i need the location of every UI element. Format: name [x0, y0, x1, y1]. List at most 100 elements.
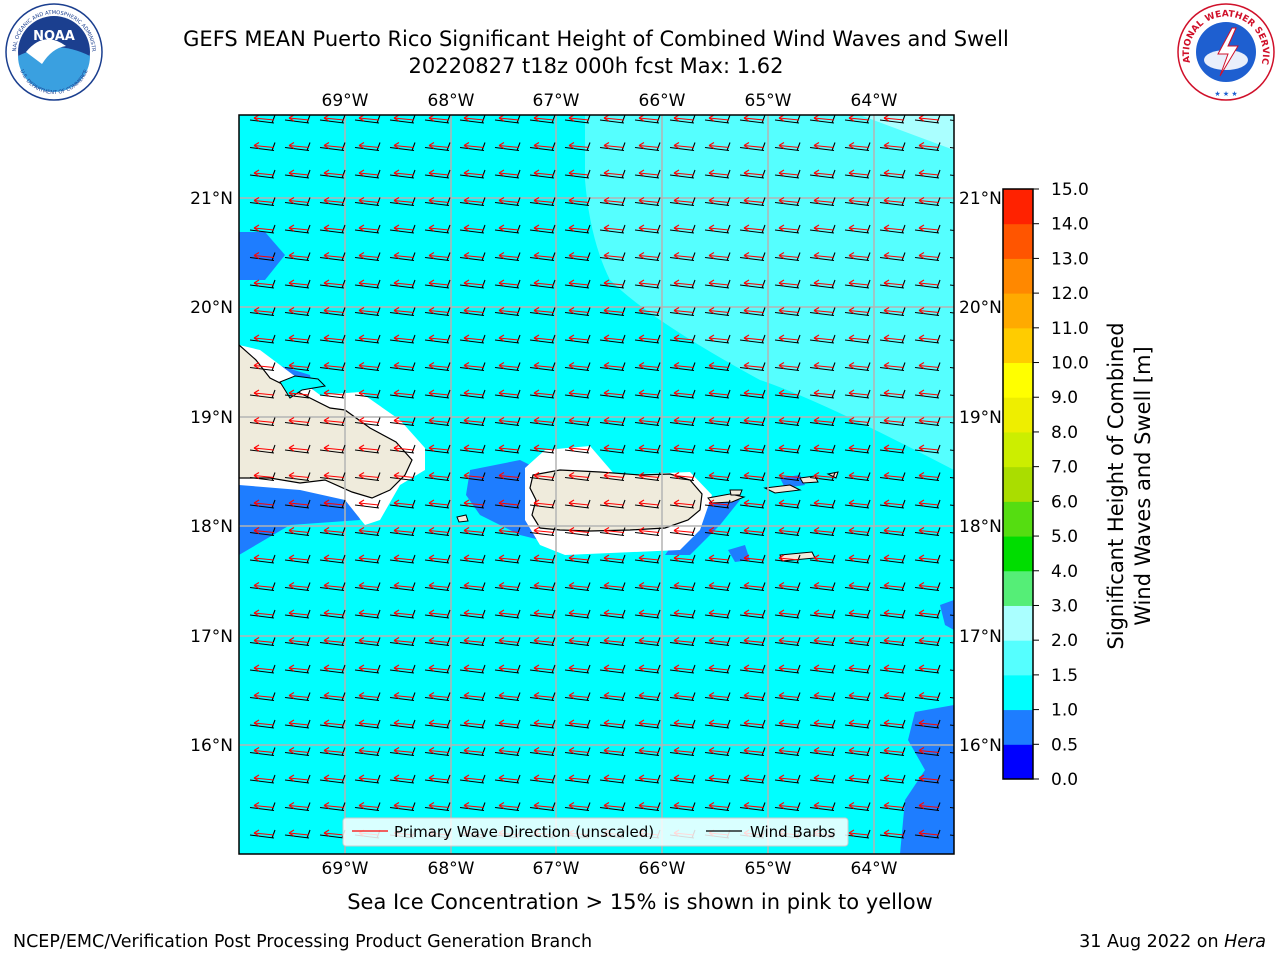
wave-direction-arrow — [288, 392, 310, 396]
wind-barb — [936, 197, 941, 206]
wave-direction-arrow — [358, 664, 365, 669]
wave-direction-arrow — [463, 664, 470, 669]
wave-direction-arrow — [463, 447, 470, 452]
wind-barb — [726, 334, 731, 344]
wave-direction-arrow — [533, 145, 540, 149]
lat-label: 19°N — [190, 408, 233, 428]
wave-direction-arrow — [673, 609, 680, 614]
wind-barb — [691, 554, 696, 564]
wave-direction-arrow — [918, 117, 925, 122]
wave-direction-arrow — [673, 527, 680, 531]
wave-direction-arrow — [883, 667, 905, 671]
wind-barb — [844, 476, 870, 482]
lon-labels-bottom: 69°W 68°W 67°W 66°W 65°W 64°W — [322, 859, 898, 879]
wave-direction-arrow — [638, 719, 645, 724]
wind-barb — [704, 366, 730, 372]
wave-direction-arrow — [393, 637, 400, 641]
wind-barb — [306, 609, 311, 619]
wind-barb — [704, 586, 730, 592]
wave-direction-arrow — [253, 475, 260, 479]
wind-barb — [739, 174, 765, 179]
wind-barb — [774, 614, 800, 619]
wave-direction-arrow — [603, 502, 625, 506]
wave-direction-arrow — [358, 169, 365, 174]
wave-direction-arrow — [673, 557, 695, 561]
wind-barb — [972, 445, 975, 453]
wind-barb — [389, 614, 415, 619]
wind-barb — [809, 229, 835, 234]
wave-direction-arrow — [288, 142, 295, 146]
wind-barb — [306, 829, 311, 839]
wind-barb — [271, 527, 276, 536]
wave-direction-arrow — [568, 227, 575, 232]
wind-barb — [564, 531, 590, 537]
wave-direction-arrow — [428, 777, 435, 782]
wave-direction-arrow — [288, 282, 310, 286]
wind-barb — [249, 779, 275, 784]
wave-direction-arrow — [428, 499, 435, 504]
wave-direction-arrow — [393, 584, 415, 589]
wind-barb — [376, 224, 381, 234]
wave-direction-arrow — [918, 475, 925, 479]
wave-direction-arrow — [673, 694, 695, 699]
wave-direction-arrow — [673, 142, 680, 146]
wave-direction-arrow — [288, 749, 310, 754]
wind-barb — [796, 499, 801, 509]
wind-barb — [901, 334, 906, 344]
wave-direction-arrow — [883, 474, 905, 479]
wave-direction-arrow — [918, 199, 940, 204]
wave-direction-arrow — [323, 172, 345, 176]
wave-direction-arrow — [323, 197, 330, 201]
wind-barb — [516, 637, 521, 646]
wind-barb — [704, 339, 730, 344]
wind-barb — [306, 774, 311, 784]
wave-direction-arrow — [813, 802, 820, 806]
wind-barb — [586, 664, 591, 674]
wave-direction-arrow — [813, 584, 835, 589]
wind-barb — [271, 582, 276, 591]
wave-direction-arrow — [708, 527, 715, 531]
wave-direction-arrow — [778, 282, 800, 286]
wind-barb — [901, 664, 906, 674]
wind-barb — [936, 719, 941, 729]
wind-barb — [354, 119, 380, 124]
wave-direction-arrow — [288, 309, 310, 314]
wind-barb — [446, 637, 451, 646]
wind-barb — [656, 692, 661, 701]
wave-direction-arrow — [883, 365, 890, 369]
wind-barb — [774, 504, 800, 509]
wind-barb — [446, 472, 451, 481]
wind-barb — [319, 229, 345, 234]
wave-direction-arrow — [673, 667, 695, 671]
wave-direction-arrow — [673, 144, 695, 149]
wave-direction-arrow — [673, 419, 695, 424]
wave-direction-arrow — [883, 502, 905, 506]
wave-direction-arrow — [743, 499, 750, 504]
wind-barb — [271, 279, 276, 289]
wave-direction-arrow — [813, 420, 820, 424]
wave-direction-arrow — [568, 502, 575, 507]
wave-direction-arrow — [463, 419, 485, 424]
wave-direction-arrow — [533, 389, 540, 394]
wind-barb — [446, 582, 451, 591]
wind-barb — [551, 334, 556, 344]
wind-barb — [761, 692, 766, 701]
wind-barb — [529, 806, 555, 812]
wave-direction-arrow — [358, 255, 365, 259]
wind-barb — [481, 527, 486, 536]
wind-barb — [529, 779, 555, 784]
wind-barb — [424, 421, 450, 427]
wave-direction-arrow — [883, 282, 890, 287]
wave-direction-arrow — [708, 695, 715, 699]
wave-direction-arrow — [708, 722, 715, 727]
wind-barb — [459, 449, 485, 454]
wave-direction-arrow — [288, 419, 310, 424]
wave-direction-arrow — [253, 805, 260, 809]
wind-barb — [599, 641, 625, 647]
wave-direction-arrow — [813, 282, 820, 287]
wave-direction-arrow — [848, 750, 855, 754]
wind-barb — [599, 394, 625, 399]
wind-barb — [494, 394, 520, 399]
wind-barb — [306, 307, 311, 316]
wave-direction-arrow — [428, 172, 450, 176]
